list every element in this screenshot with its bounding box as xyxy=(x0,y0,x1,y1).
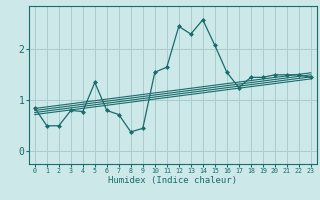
X-axis label: Humidex (Indice chaleur): Humidex (Indice chaleur) xyxy=(108,176,237,185)
